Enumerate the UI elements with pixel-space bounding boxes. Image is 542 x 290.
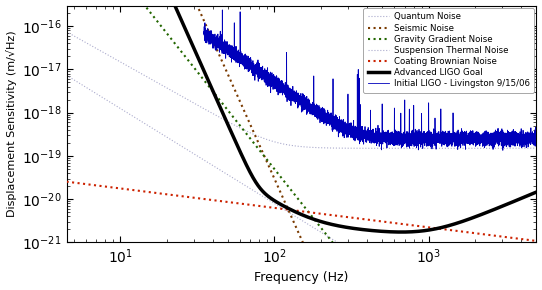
Suspension Thermal Noise (145, 124, 151, 127)
Quantum Noise (63, 30, 70, 34)
Line: Quantum Noise: Quantum Noise (67, 32, 537, 148)
Initial LIGO - Livingston 9/15/06 (465, 137, 472, 140)
Initial LIGO - Livingston 9/15/06 (412, 137, 418, 141)
Line: Gravity Gradient Noise: Gravity Gradient Noise (67, 0, 537, 290)
X-axis label: Frequency (Hz): Frequency (Hz) (254, 271, 349, 284)
Gravity Gradient Noise (264, 158, 270, 162)
Seismic Noise (243, 115, 250, 118)
Advanced LIGO Goal (414, 230, 421, 233)
Coating Brownian Noise (533, 239, 540, 243)
Initial LIGO - Livingston 9/15/06 (201, 32, 207, 36)
Initial LIGO - Livingston 9/15/06 (217, 42, 224, 46)
Line: Advanced LIGO Goal: Advanced LIGO Goal (67, 0, 537, 232)
Quantum Noise (243, 129, 250, 133)
Y-axis label: Displacement Sensitivity (m/√Hz): Displacement Sensitivity (m/√Hz) (5, 31, 17, 217)
Suspension Thermal Noise (63, 74, 70, 77)
Advanced LIGO Goal (243, 163, 249, 166)
Legend: Quantum Noise, Seismic Noise, Gravity Gradient Noise, Suspension Thermal Noise, : Quantum Noise, Seismic Noise, Gravity Gr… (364, 8, 534, 93)
Line: Coating Brownian Noise: Coating Brownian Noise (67, 182, 537, 241)
Quantum Noise (474, 146, 480, 150)
Coating Brownian Noise (524, 238, 531, 242)
Coating Brownian Noise (145, 190, 151, 194)
Line: Initial LIGO - Livingston 9/15/06: Initial LIGO - Livingston 9/15/06 (204, 10, 537, 150)
Suspension Thermal Noise (264, 197, 270, 201)
Suspension Thermal Noise (117, 107, 124, 110)
Line: Suspension Thermal Noise: Suspension Thermal Noise (67, 75, 537, 290)
Quantum Noise (145, 76, 151, 79)
Advanced LIGO Goal (450, 223, 456, 226)
Line: Seismic Noise: Seismic Noise (67, 0, 537, 290)
Gravity Gradient Noise (243, 133, 250, 136)
Coating Brownian Noise (473, 232, 480, 235)
Quantum Noise (424, 146, 430, 150)
Advanced LIGO Goal (533, 190, 540, 194)
Advanced LIGO Goal (345, 226, 352, 229)
Initial LIGO - Livingston 9/15/06 (447, 138, 454, 142)
Coating Brownian Noise (243, 203, 250, 206)
Initial LIGO - Livingston 9/15/06 (321, 113, 328, 117)
Initial LIGO - Livingston 9/15/06 (219, 8, 225, 12)
Initial LIGO - Livingston 9/15/06 (500, 148, 506, 152)
Advanced LIGO Goal (369, 229, 376, 232)
Suspension Thermal Noise (243, 185, 250, 188)
Coating Brownian Noise (264, 205, 270, 209)
Advanced LIGO Goal (398, 230, 405, 234)
Initial LIGO - Livingston 9/15/06 (397, 112, 404, 115)
Seismic Noise (264, 161, 270, 164)
Coating Brownian Noise (63, 180, 70, 183)
Quantum Noise (533, 146, 540, 150)
Quantum Noise (524, 146, 531, 150)
Quantum Noise (264, 138, 270, 141)
Quantum Noise (117, 60, 124, 64)
Initial LIGO - Livingston 9/15/06 (533, 135, 540, 138)
Coating Brownian Noise (117, 187, 124, 190)
Gravity Gradient Noise (145, 8, 151, 11)
